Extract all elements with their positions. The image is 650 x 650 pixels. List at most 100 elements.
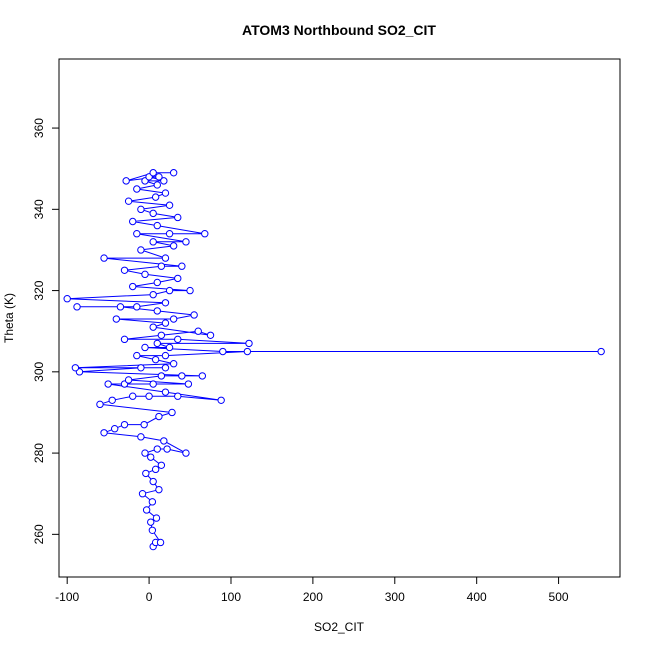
data-point (104, 380, 112, 388)
y-tick-label: 280 (32, 443, 46, 463)
data-point (198, 372, 207, 380)
data-point (155, 173, 163, 181)
data-point (153, 278, 161, 287)
data-point (71, 364, 80, 372)
data-point (133, 229, 141, 238)
data-point (151, 465, 160, 474)
y-axis: 260 280 300 320 340 360 (32, 118, 60, 544)
data-point (137, 433, 145, 441)
data-point (165, 201, 174, 209)
data-point (153, 339, 161, 348)
data-point (149, 290, 157, 299)
data-point (129, 282, 137, 291)
data-point (116, 303, 125, 311)
data-point (148, 526, 157, 534)
data-point (163, 445, 171, 453)
data-point (149, 238, 157, 246)
data-point (174, 392, 182, 400)
y-tick-label: 260 (32, 524, 46, 544)
data-point (149, 323, 157, 331)
x-tick-label: 200 (303, 590, 323, 604)
data-point (142, 506, 151, 514)
data-point (157, 331, 166, 339)
data-point (161, 351, 170, 360)
x-tick-label: 100 (221, 590, 241, 604)
data-point (151, 193, 160, 201)
data-point (157, 262, 166, 270)
y-tick-label: 360 (32, 118, 46, 138)
data-point (169, 169, 178, 177)
data-point (141, 343, 149, 352)
series-line (67, 172, 602, 547)
data-point (165, 229, 174, 238)
data-point (108, 396, 116, 404)
data-point (160, 437, 168, 445)
x-tick-label: 300 (385, 590, 405, 604)
data-point (100, 254, 108, 262)
data-point (597, 347, 605, 356)
data-point (149, 209, 157, 218)
data-point (120, 266, 129, 274)
data-point (122, 177, 130, 185)
data-point (153, 221, 161, 230)
data-point (100, 429, 108, 437)
data-point (194, 327, 202, 335)
data-point (201, 229, 209, 238)
data-point (142, 469, 150, 478)
y-axis-label: Theta (K) (2, 293, 16, 343)
data-point (186, 286, 194, 295)
data-point (243, 347, 252, 356)
data-point (124, 197, 133, 205)
data-point (145, 392, 153, 400)
data-point (169, 242, 178, 250)
data-point (161, 319, 170, 327)
data-point (245, 339, 253, 348)
data-point (129, 217, 137, 226)
data-point (190, 311, 198, 319)
data-point (141, 449, 149, 457)
data-point (174, 213, 182, 222)
data-point (155, 485, 163, 494)
data-point (141, 270, 149, 279)
data-point (168, 408, 176, 417)
data-point (161, 299, 170, 307)
data-point (133, 185, 141, 193)
data-point (174, 335, 182, 344)
data-point (219, 347, 227, 356)
data-point (137, 246, 145, 254)
data-point (120, 420, 129, 429)
y-tick-label: 320 (32, 280, 46, 300)
data-point (112, 315, 121, 323)
data-point (161, 189, 170, 197)
data-point (217, 396, 225, 404)
chart-title: ATOM3 Northbound SO2_CIT (242, 22, 436, 38)
data-point (165, 286, 174, 295)
data-point (157, 372, 166, 380)
data-point (156, 538, 165, 547)
data-point (149, 477, 157, 486)
data-point (157, 461, 166, 469)
x-axis: -100 0 100 200 300 400 500 (55, 576, 569, 604)
data-point (165, 343, 174, 352)
data-point (178, 262, 186, 270)
data-point (169, 315, 178, 323)
data-point (133, 303, 141, 311)
data-point (137, 364, 145, 372)
data-point (155, 412, 163, 421)
data-point (124, 376, 133, 384)
data-point (149, 380, 157, 388)
data-point (63, 295, 71, 303)
plot-frame (58, 58, 621, 578)
series-0 (63, 169, 605, 551)
data-point (182, 449, 190, 457)
data-point (137, 205, 145, 214)
data-point (151, 355, 160, 364)
series-group (63, 169, 605, 551)
y-tick-label: 340 (32, 199, 46, 219)
data-point (110, 425, 119, 433)
data-point (140, 420, 148, 429)
data-point (160, 177, 168, 185)
data-point (169, 360, 178, 368)
data-point (133, 351, 141, 360)
